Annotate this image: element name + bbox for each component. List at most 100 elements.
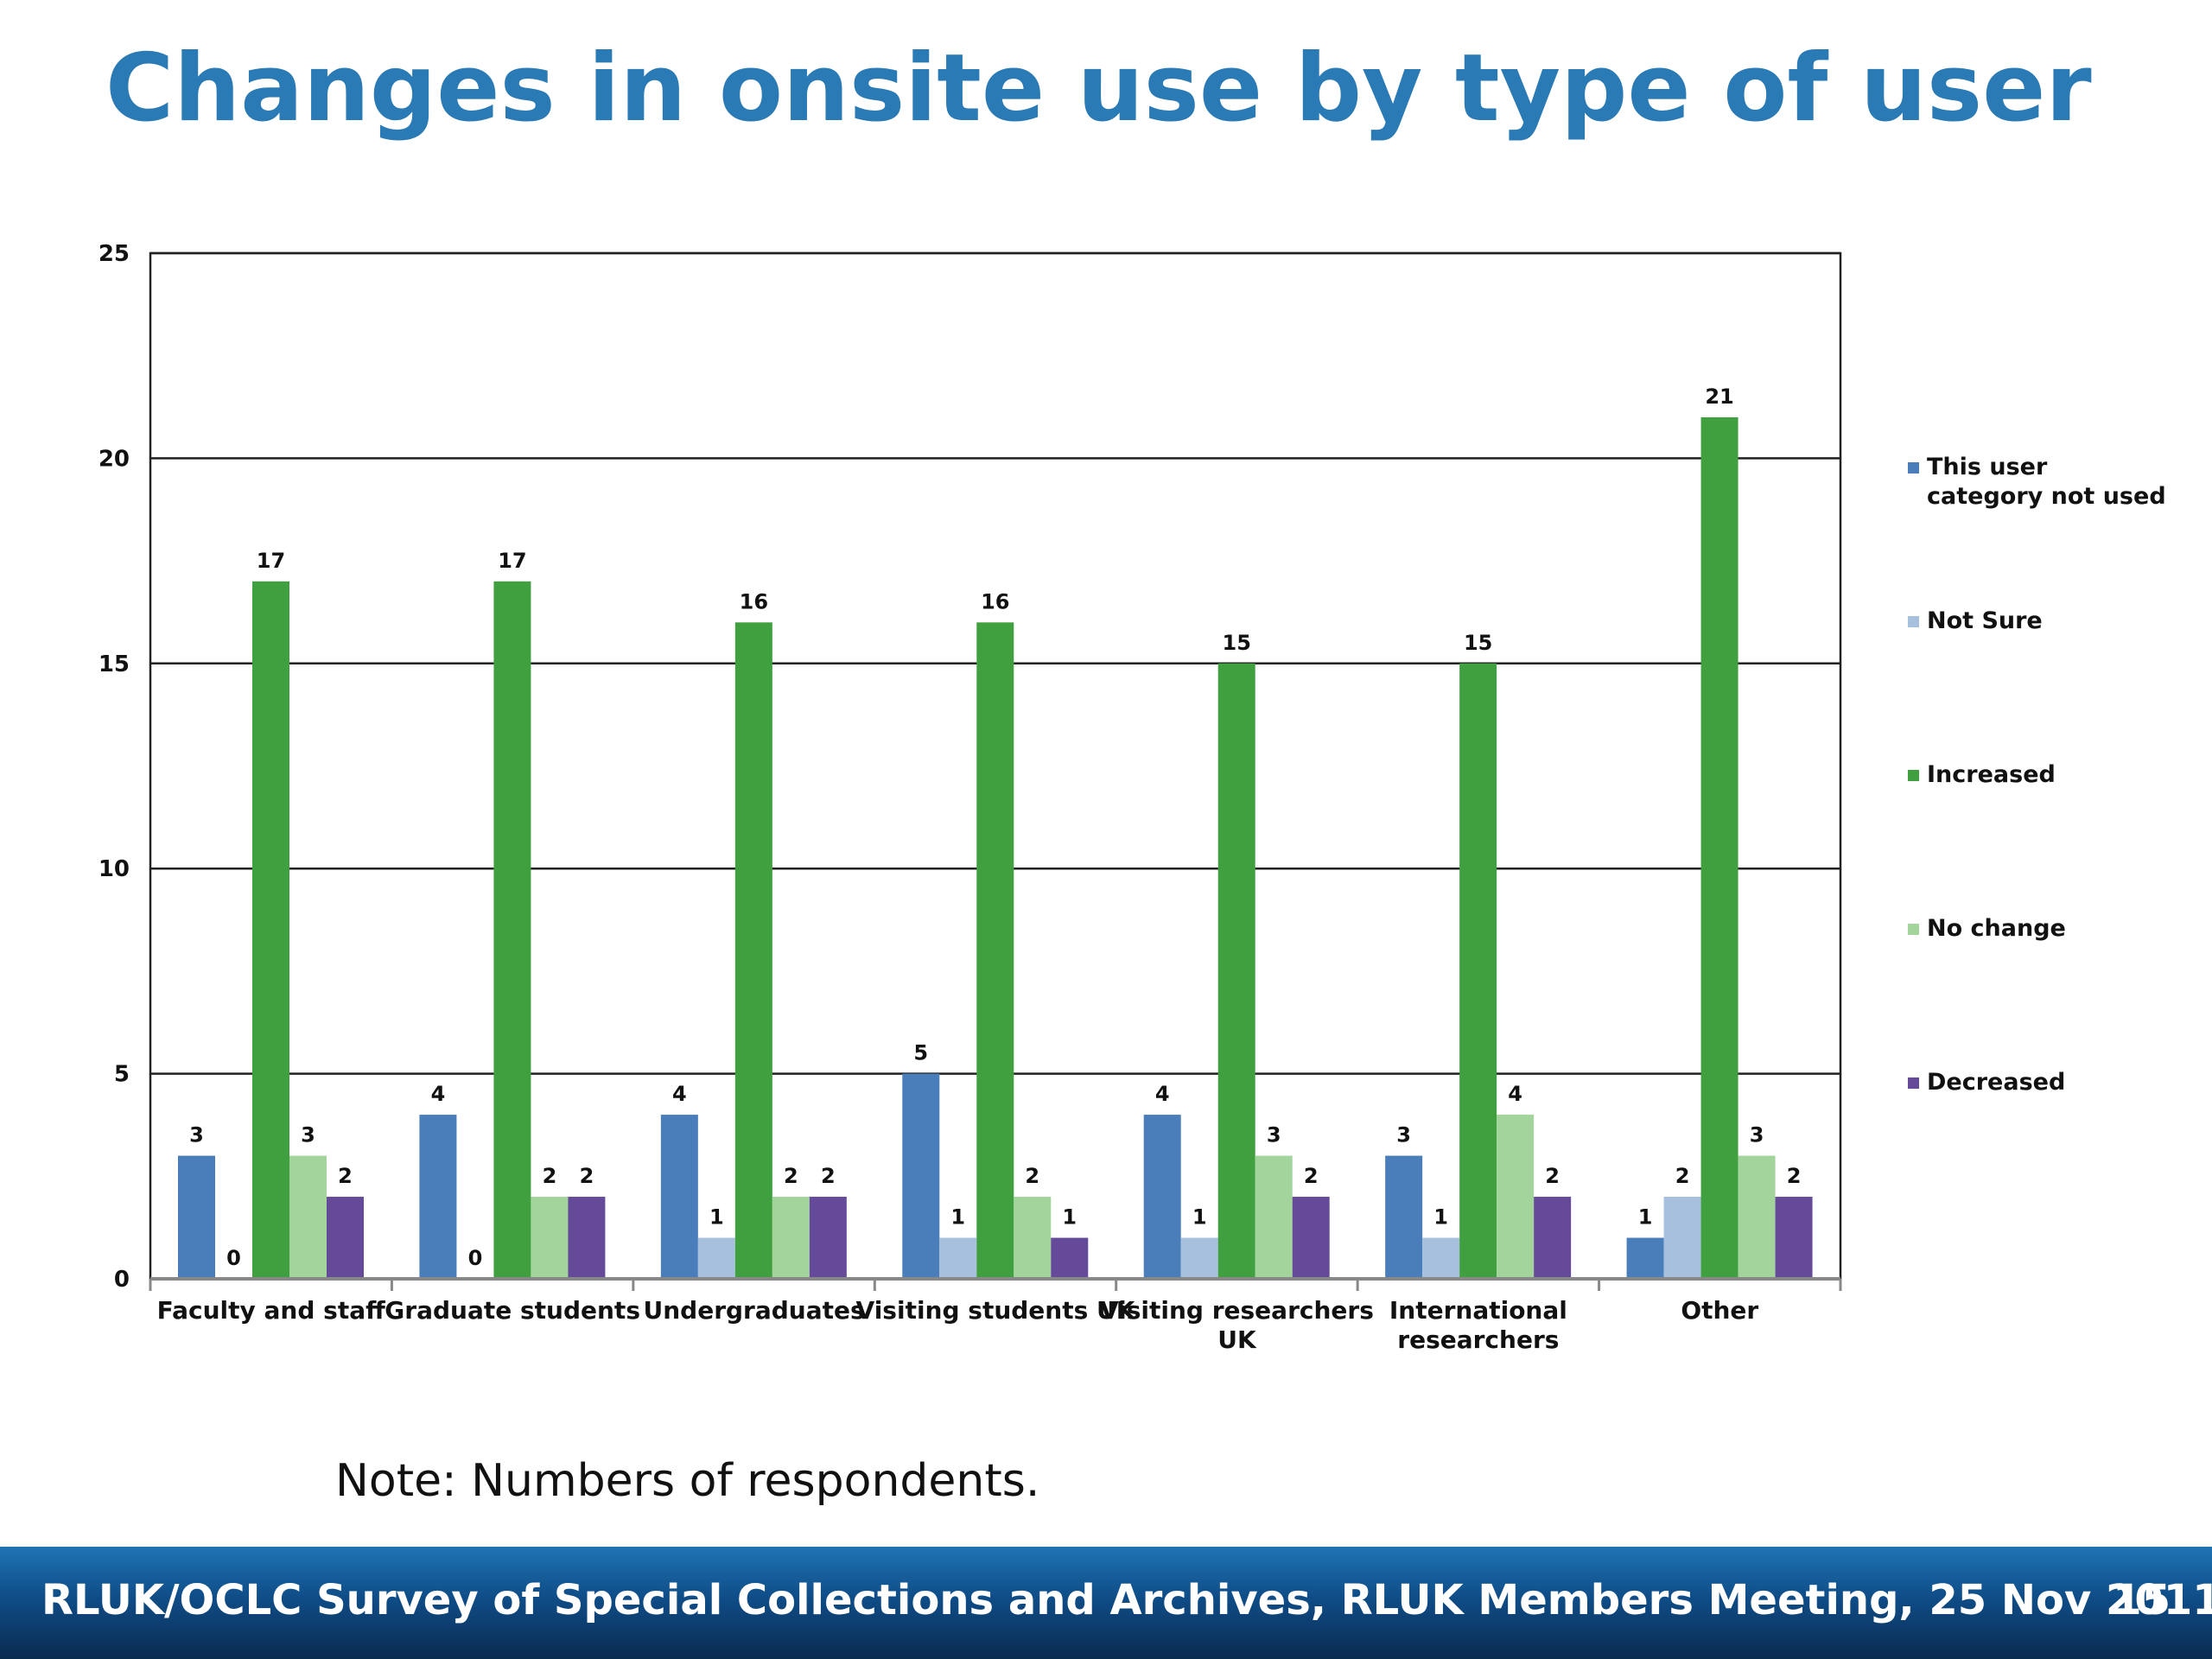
data-label: 4 (431, 1082, 446, 1106)
category-label: Other (1681, 1296, 1758, 1325)
footnote: Note: Numbers of respondents. (335, 1455, 1040, 1507)
y-tick-label: 10 (99, 856, 130, 882)
bar (252, 581, 289, 1279)
bar (1292, 1197, 1330, 1279)
bar (660, 1115, 698, 1279)
legend-swatch (1908, 462, 1919, 474)
bar (939, 1237, 977, 1279)
bar (1534, 1197, 1572, 1279)
data-label: 16 (981, 589, 1009, 613)
bar (531, 1197, 569, 1279)
data-label: 3 (1267, 1123, 1281, 1147)
legend-label: category not used (1927, 483, 2166, 510)
bar (734, 622, 772, 1279)
legend-swatch (1908, 770, 1919, 781)
data-label: 2 (1025, 1164, 1039, 1188)
category-label: Faculty and staff (157, 1296, 385, 1325)
data-label: 17 (498, 549, 526, 573)
data-label: 1 (1062, 1205, 1077, 1230)
data-label: 3 (189, 1123, 204, 1147)
data-label: 4 (1508, 1082, 1522, 1106)
bar (1459, 663, 1497, 1279)
bar (772, 1197, 810, 1279)
data-label: 2 (1787, 1164, 1802, 1188)
y-tick-label: 0 (114, 1267, 130, 1293)
data-label: 17 (257, 549, 285, 573)
data-label: 1 (1433, 1205, 1448, 1230)
category-label: Visiting researchers (1100, 1296, 1374, 1325)
bar (419, 1115, 457, 1279)
legend-swatch (1908, 616, 1919, 627)
legend-label: Not Sure (1927, 607, 2043, 634)
data-label: 4 (1155, 1082, 1170, 1106)
bar (1626, 1237, 1664, 1279)
data-label: 15 (1464, 631, 1492, 655)
data-label: 2 (338, 1164, 353, 1188)
bar (809, 1197, 847, 1279)
data-label: 4 (672, 1082, 687, 1106)
bar (1422, 1237, 1460, 1279)
legend-label: This user (1927, 454, 2048, 480)
y-tick-label: 25 (99, 241, 130, 267)
data-label: 2 (1304, 1164, 1319, 1188)
bar (1051, 1237, 1089, 1279)
data-label: 1 (709, 1205, 724, 1230)
data-label: 3 (1750, 1123, 1764, 1147)
data-label: 2 (543, 1164, 557, 1188)
bar (976, 622, 1014, 1279)
bar (1014, 1197, 1052, 1279)
bar (1143, 1115, 1181, 1279)
bar (1738, 1155, 1776, 1279)
legend: This user category not used Not Sure Increa… (1908, 454, 2166, 1096)
category-label: International (1389, 1296, 1567, 1325)
bar (289, 1155, 327, 1279)
bar (1663, 1197, 1701, 1279)
data-label: 21 (1705, 385, 1733, 409)
category-label: UK (1217, 1325, 1257, 1354)
data-label: 2 (580, 1164, 594, 1188)
legend-label: Decreased (1927, 1069, 2065, 1096)
data-label: 0 (226, 1246, 241, 1270)
bar (493, 581, 531, 1279)
bars (178, 416, 1813, 1279)
legend-label: No change (1927, 915, 2066, 942)
bar (178, 1155, 215, 1279)
bar (1217, 663, 1255, 1279)
bar (1775, 1197, 1813, 1279)
page-number: 15 (2113, 1576, 2171, 1624)
data-label: 15 (1223, 631, 1251, 655)
bar (568, 1197, 606, 1279)
data-label: 3 (301, 1123, 315, 1147)
data-label: 1 (1638, 1205, 1653, 1230)
bar (327, 1197, 364, 1279)
data-label: 2 (821, 1164, 836, 1188)
category-label: researchers (1397, 1325, 1559, 1354)
data-label: 5 (913, 1041, 928, 1065)
legend-label: Increased (1927, 761, 2056, 788)
bar (1497, 1115, 1535, 1279)
slide-title: Changes in onsite use by type of user (105, 35, 2092, 143)
data-label: 2 (1545, 1164, 1560, 1188)
bar (1255, 1155, 1293, 1279)
footer-bar: RLUK/OCLC Survey of Special Collections … (0, 1547, 2212, 1659)
data-label: 1 (1192, 1205, 1207, 1230)
y-tick-label: 20 (99, 446, 130, 472)
bar (697, 1237, 735, 1279)
legend-swatch (1908, 924, 1919, 935)
legend-swatch (1908, 1077, 1919, 1089)
bar (1180, 1237, 1218, 1279)
category-label: Visiting students UK (856, 1296, 1136, 1325)
data-label: 1 (950, 1205, 965, 1230)
data-label: 16 (740, 589, 768, 613)
data-label: 0 (468, 1246, 483, 1270)
y-tick-label: 5 (114, 1062, 130, 1088)
data-label: 2 (784, 1164, 798, 1188)
y-tick-label: 15 (99, 652, 130, 677)
bar (1385, 1155, 1423, 1279)
category-label: Graduate students (385, 1296, 640, 1325)
data-label: 3 (1396, 1123, 1411, 1147)
bar (1700, 416, 1738, 1279)
